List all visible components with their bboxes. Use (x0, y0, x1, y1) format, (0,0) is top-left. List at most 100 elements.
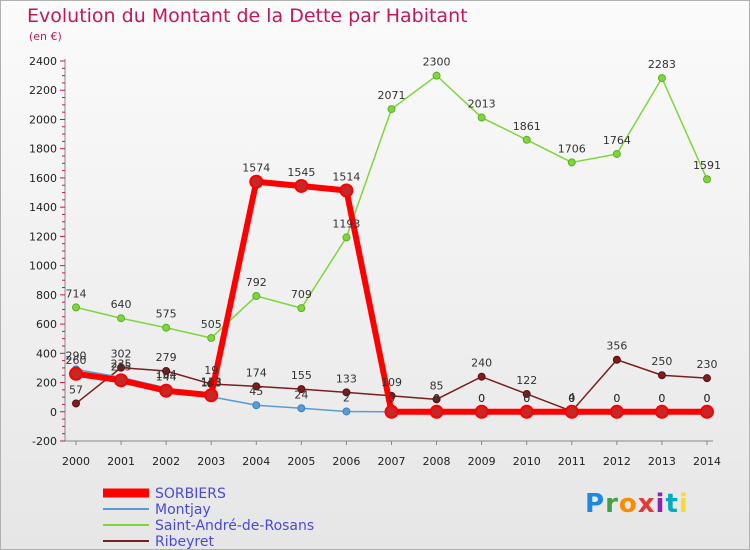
y-tick-label: 1800 (29, 143, 57, 156)
legend-label: Ribeyret (155, 534, 214, 549)
y-tick-label: 2200 (29, 84, 57, 97)
data-label: 2300 (423, 56, 451, 69)
data-label: 240 (471, 357, 492, 370)
data-label: 0 (388, 392, 395, 405)
data-label: 302 (111, 348, 132, 361)
x-tick-label: 2007 (378, 455, 406, 468)
data-label: 19 (204, 364, 218, 377)
y-tick-label: 400 (36, 347, 57, 360)
x-tick-label: 2001 (107, 455, 135, 468)
data-point (252, 292, 261, 301)
data-point (207, 333, 216, 342)
data-label: 0 (433, 392, 440, 405)
data-point (477, 372, 486, 381)
chart-title: Evolution du Montant de la Dette par Hab… (27, 5, 468, 27)
data-point (297, 304, 306, 313)
logo-letter: o (618, 489, 638, 519)
data-point (432, 395, 441, 404)
data-label: 174 (246, 366, 267, 379)
data-label: 640 (111, 298, 132, 311)
x-tick-label: 2008 (423, 455, 451, 468)
data-point (159, 383, 174, 398)
data-point (703, 175, 711, 184)
data-label: 235 (111, 357, 132, 370)
y-tick-label: 200 (36, 377, 57, 390)
data-point (654, 404, 669, 419)
data-point (703, 374, 711, 383)
data-label: 0 (523, 392, 530, 405)
data-label: 0 (658, 392, 665, 405)
data-label: 250 (651, 355, 672, 368)
data-label: 113 (201, 375, 222, 388)
y-tick-label: 1000 (29, 260, 57, 273)
data-label: 109 (381, 376, 402, 389)
data-point (252, 401, 261, 410)
data-point (477, 113, 486, 122)
data-label: 144 (156, 371, 177, 384)
data-point (117, 363, 126, 372)
data-point (249, 174, 264, 189)
x-tick-label: 2002 (152, 455, 180, 468)
data-label: 290 (66, 349, 87, 362)
data-point (342, 407, 351, 416)
logo-letter: t (665, 489, 679, 519)
legend-label: Montjay (155, 502, 211, 518)
data-point (429, 404, 444, 419)
data-label: 0 (704, 392, 711, 405)
data-point (297, 404, 306, 413)
data-point (432, 71, 441, 80)
data-point (609, 404, 624, 419)
data-point (657, 371, 666, 380)
data-point (700, 404, 714, 419)
x-tick-label: 2005 (287, 455, 315, 468)
logo-letter: P (585, 489, 606, 519)
data-point (72, 399, 80, 408)
logo-letter: r (605, 489, 619, 519)
data-label: 1514 (332, 170, 360, 183)
data-label: 4 (568, 391, 575, 404)
chart-unit: (en €) (29, 30, 62, 43)
y-tick-label: 2000 (29, 113, 57, 126)
data-label: 0 (568, 392, 575, 405)
y-tick-label: 1400 (29, 201, 57, 214)
data-label: 356 (606, 340, 627, 353)
y-tick-label: 0 (50, 406, 57, 419)
data-point (564, 404, 579, 419)
data-point (114, 373, 129, 388)
data-label: 24 (294, 388, 308, 401)
data-label: 1574 (242, 162, 270, 175)
data-label: 122 (516, 374, 537, 387)
data-label: 0 (613, 392, 620, 405)
data-point (522, 389, 531, 398)
data-label: 0 (478, 392, 485, 405)
data-label: 0 (658, 392, 665, 405)
data-point (612, 149, 621, 158)
data-label: 2 (343, 391, 350, 404)
data-label: 85 (430, 379, 444, 392)
logo-letter: x (637, 489, 656, 519)
x-tick-label: 2003 (197, 455, 225, 468)
data-point (162, 323, 171, 332)
x-tick-label: 2006 (332, 455, 360, 468)
data-label: 1545 (287, 166, 315, 179)
x-tick-label: 2012 (603, 455, 631, 468)
y-tick-label: -200 (32, 435, 57, 448)
data-label: 260 (66, 354, 87, 367)
data-label: 0 (568, 392, 575, 405)
data-label: 709 (291, 288, 312, 301)
data-label: 1193 (332, 217, 360, 230)
data-label: 1591 (693, 159, 721, 172)
data-point (294, 178, 309, 193)
data-point (384, 404, 399, 419)
data-label: 133 (336, 372, 357, 385)
data-point (342, 388, 351, 397)
y-tick-label: 2400 (29, 55, 57, 68)
data-label: 0 (388, 392, 395, 405)
data-label: 505 (201, 318, 222, 331)
data-label: 57 (69, 383, 83, 396)
data-point (72, 303, 80, 312)
data-point (342, 233, 351, 242)
logo-letter: i (678, 489, 689, 519)
